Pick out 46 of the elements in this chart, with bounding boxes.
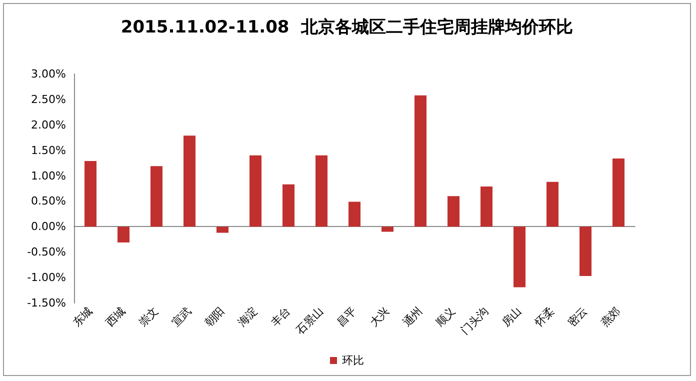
bar — [316, 155, 328, 227]
legend-label: 环比 — [342, 354, 364, 367]
bar — [84, 161, 96, 227]
x-tick-label: 大兴 — [367, 304, 392, 330]
x-tick-label: 通州 — [400, 304, 426, 330]
bar — [448, 196, 460, 227]
x-tick-label: 燕郊 — [598, 304, 624, 330]
y-tick-label: 2.50% — [31, 92, 66, 106]
bar — [414, 95, 426, 227]
bar — [480, 186, 492, 227]
bar — [612, 158, 624, 227]
x-tick-label: 朝阳 — [202, 304, 228, 330]
x-tick-label: 房山 — [499, 304, 524, 330]
x-tick-label: 丰台 — [268, 304, 294, 330]
bar — [348, 202, 360, 227]
x-tick-label: 石景山 — [294, 304, 326, 337]
y-tick-label: 2.00% — [31, 118, 66, 132]
x-tick-label: 海淀 — [235, 304, 260, 330]
y-tick-label: 3.00% — [31, 68, 66, 80]
x-tick-label: 怀柔 — [532, 304, 558, 330]
y-tick-label: 0.50% — [31, 194, 66, 208]
bar — [514, 226, 526, 288]
chart-title: 2015.11.02-11.08 北京各城区二手住宅周挂牌均价环比 — [120, 18, 574, 38]
bar — [382, 226, 394, 232]
x-tick-label: 西城 — [103, 304, 128, 330]
y-tick-label: 0.00% — [31, 220, 66, 234]
bar — [580, 226, 592, 276]
x-tick-label: 宣武 — [169, 304, 194, 330]
bar — [546, 182, 558, 227]
x-tick-label: 崇文 — [136, 304, 162, 330]
y-tick-label: -0.50% — [27, 246, 66, 259]
y-tick-label: -1.50% — [27, 296, 66, 310]
bar — [184, 136, 196, 227]
bar — [150, 166, 162, 227]
y-tick-label: 1.00% — [31, 169, 66, 182]
x-tick-label: 顺义 — [433, 304, 458, 330]
x-tick-label: 昌平 — [334, 304, 360, 330]
bar — [216, 226, 228, 233]
x-tick-label: 东城 — [70, 304, 96, 330]
bar — [250, 155, 262, 227]
bar — [118, 226, 130, 242]
x-tick-label: 门头沟 — [458, 304, 492, 337]
x-tick-label: 密云 — [565, 304, 590, 330]
y-tick-label: -1.00% — [27, 271, 66, 284]
y-tick-label: 1.50% — [31, 144, 66, 157]
bar — [282, 184, 294, 227]
